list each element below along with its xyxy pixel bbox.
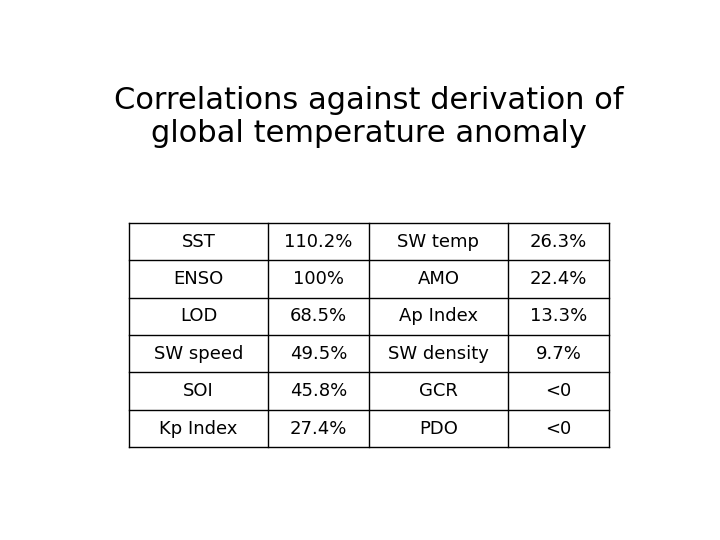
Text: SOI: SOI (183, 382, 214, 400)
Text: <0: <0 (545, 420, 572, 437)
Text: Ap Index: Ap Index (399, 307, 478, 326)
Text: SW density: SW density (388, 345, 489, 363)
Text: 9.7%: 9.7% (536, 345, 581, 363)
Text: 27.4%: 27.4% (289, 420, 347, 437)
Text: LOD: LOD (180, 307, 217, 326)
Text: SW speed: SW speed (154, 345, 243, 363)
Text: Correlations against derivation of
global temperature anomaly: Correlations against derivation of globa… (114, 85, 624, 148)
Text: SW temp: SW temp (397, 233, 480, 251)
Text: <0: <0 (545, 382, 572, 400)
Text: ENSO: ENSO (174, 270, 224, 288)
Text: 110.2%: 110.2% (284, 233, 353, 251)
Text: 45.8%: 45.8% (290, 382, 347, 400)
Text: 22.4%: 22.4% (530, 270, 587, 288)
Text: 26.3%: 26.3% (530, 233, 587, 251)
Text: Kp Index: Kp Index (159, 420, 238, 437)
Text: GCR: GCR (419, 382, 458, 400)
Text: AMO: AMO (418, 270, 459, 288)
Text: 13.3%: 13.3% (530, 307, 587, 326)
Text: PDO: PDO (419, 420, 458, 437)
Text: 49.5%: 49.5% (289, 345, 347, 363)
Text: 68.5%: 68.5% (290, 307, 347, 326)
Text: SST: SST (181, 233, 215, 251)
Text: 100%: 100% (293, 270, 344, 288)
